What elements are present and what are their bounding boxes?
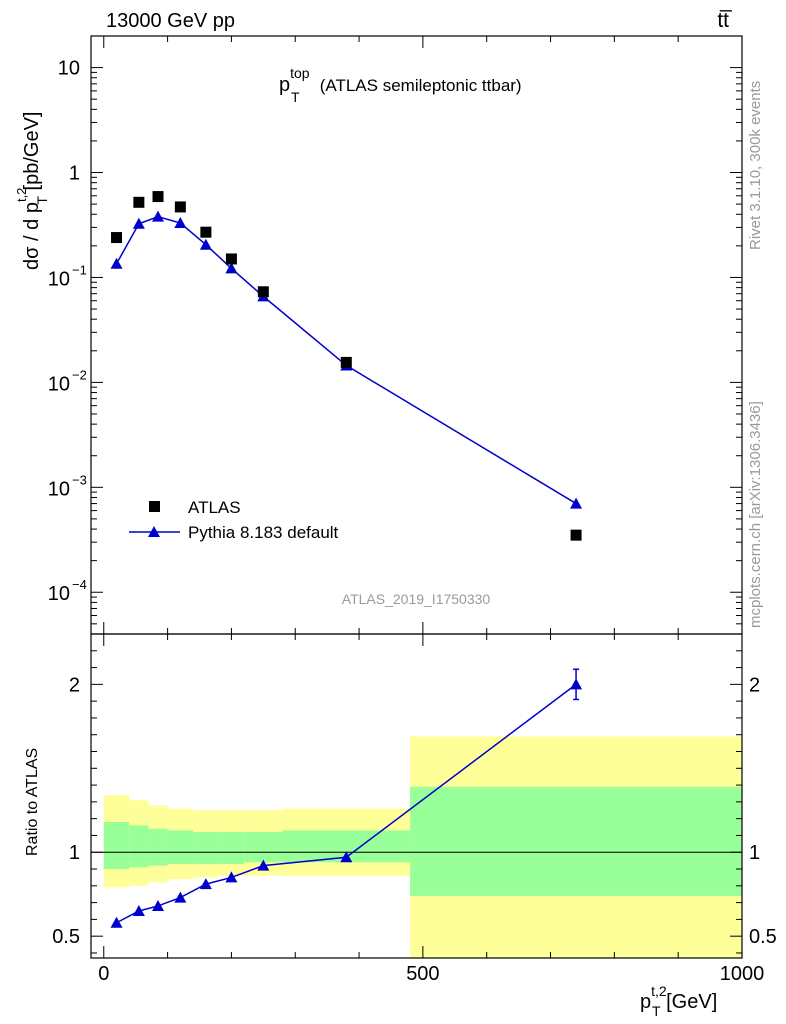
mc-point <box>225 262 238 274</box>
x-tick-label: 1000 <box>720 963 765 985</box>
mc-point <box>152 210 165 222</box>
ratio-point <box>110 916 123 928</box>
ratio-point <box>340 851 353 863</box>
x-tick-label: 500 <box>406 963 439 985</box>
ratio-y-tick-label: 1 <box>69 842 80 864</box>
ratio-panel: 0.5 0.5 1 1 2 2 0 500 1000 Ratio to ATLAS pt,2 T … <box>24 633 777 1019</box>
mc-point <box>110 257 123 269</box>
inner-band <box>193 832 219 864</box>
x-axis-label: pt,2 T [GeV] <box>640 983 717 1019</box>
uncertainty-bands <box>103 736 742 958</box>
atlas-point <box>225 253 237 265</box>
ylabel-sub: T <box>34 196 50 205</box>
ylabel-prefix: dσ / d p <box>21 202 43 270</box>
main-frame <box>90 35 743 635</box>
ratio-axis-ticks <box>91 634 743 958</box>
analysis-watermark: ATLAS_2019_I1750330 <box>342 591 491 607</box>
y-tick-exponent: −2 <box>72 367 87 382</box>
mc-point <box>570 497 583 509</box>
inner-band <box>410 786 742 896</box>
main-y-axis-label: dσ / d pt,2 T [pb/GeV] <box>14 112 50 270</box>
title-sub: T <box>291 89 300 105</box>
inner-band <box>148 828 168 866</box>
legend-label-mc: Pythia 8.183 default <box>188 523 339 542</box>
ratio-point <box>152 899 165 911</box>
plot-title: ptop T (ATLAS semileptonic ttbar) <box>279 65 522 105</box>
atlas-point <box>174 201 186 213</box>
y-tick-exponent: −1 <box>72 262 87 277</box>
mc-point <box>174 217 187 229</box>
title-base: p <box>279 74 290 96</box>
ratio-point <box>174 891 187 903</box>
main-axis-ticks <box>91 35 743 635</box>
ratio-point <box>257 859 270 871</box>
ratio-y-axis-label: Ratio to ATLAS <box>24 748 41 856</box>
y-tick-label: 10 <box>48 583 70 605</box>
legend-label-atlas: ATLAS <box>188 498 241 517</box>
y-tick-label: 10 <box>58 58 80 80</box>
ratio-y-tick-label: 2 <box>69 674 80 696</box>
atlas-point <box>152 191 164 203</box>
ratio-y-tick-label: 0.5 <box>52 926 80 948</box>
inner-band <box>244 832 283 863</box>
energy-label: 13000 GeV pp <box>106 10 235 32</box>
legend: ATLAS Pythia 8.183 default <box>129 498 339 542</box>
inner-band <box>103 822 130 870</box>
ratio-y-tick-label-right: 2 <box>749 674 760 696</box>
ratio-y-tick-label-right: 0.5 <box>749 926 777 948</box>
ratio-point <box>132 904 145 916</box>
atlas-point <box>111 232 123 244</box>
atlas-point <box>570 529 582 541</box>
title-rest: (ATLAS semileptonic ttbar) <box>315 76 522 95</box>
ratio-y-tick-label-right: 1 <box>749 842 760 864</box>
atlas-point <box>200 226 212 238</box>
y-tick-exponent: −4 <box>72 577 87 592</box>
x-tick-label: 0 <box>98 963 109 985</box>
ratio-marks <box>110 668 583 928</box>
ylabel-suffix: [pb/GeV] <box>21 112 43 197</box>
main-marks <box>110 191 583 541</box>
y-tick-label: 10 <box>48 268 70 290</box>
mc-point <box>132 217 145 229</box>
y-tick-exponent: −3 <box>72 472 87 487</box>
xlabel-suffix: [GeV] <box>661 991 718 1013</box>
y-tick-label: 1 <box>69 163 80 185</box>
y-tick-label: 10 <box>48 373 70 395</box>
mc-point <box>199 238 212 250</box>
legend-marker-atlas <box>149 501 160 512</box>
inner-band <box>129 825 149 868</box>
ratio-point <box>199 878 212 890</box>
legend-marker-mc <box>148 526 160 537</box>
mcplots-label: mcplots.cern.ch [arXiv:1306.3436] <box>747 401 764 628</box>
ratio-tick-labels: 0.5 0.5 1 1 2 2 0 500 1000 <box>52 674 777 985</box>
process-label: tt̅ <box>717 9 733 32</box>
title-sup: top <box>290 65 310 81</box>
y-tick-label: 10 <box>48 478 70 500</box>
inner-band <box>167 830 194 864</box>
rivet-version-label: Rivet 3.1.10, 300k events <box>747 81 764 250</box>
ratio-point <box>570 678 583 690</box>
atlas-point <box>133 196 145 208</box>
ratio-frame <box>90 633 743 959</box>
inner-band <box>218 832 245 864</box>
atlas-point <box>340 356 352 368</box>
ratio-point <box>225 871 238 883</box>
ylabel-sup: t,2 <box>14 188 29 202</box>
atlas-point <box>257 286 269 298</box>
xlabel-sup: t,2 <box>651 983 667 999</box>
xlabel-base: p <box>640 991 651 1013</box>
xlabel-sub: T <box>652 1003 661 1019</box>
